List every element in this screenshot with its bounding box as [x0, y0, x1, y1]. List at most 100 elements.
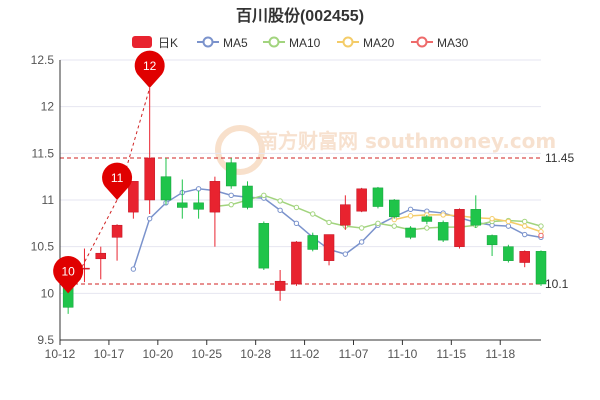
candle-down: [389, 199, 400, 218]
legend-item-日k[interactable]: 日K: [132, 36, 178, 50]
candle-down: [470, 209, 482, 226]
ma-point-ma10: [391, 223, 397, 229]
x-tick-label: 10-20: [142, 347, 173, 361]
candle-down: [258, 223, 270, 269]
x-tick-label: 11-18: [485, 347, 515, 361]
ma-point-ma20: [489, 215, 495, 222]
watermark-logo: [215, 125, 265, 175]
candle-down: [503, 246, 514, 261]
y-tick-label: 10: [41, 286, 55, 300]
ma-point-ma5: [130, 266, 137, 272]
ma-point-ma5: [228, 192, 234, 199]
candle-down: [437, 222, 449, 241]
ma-point-ma20: [440, 212, 446, 218]
ma-line-ma20: [394, 214, 542, 233]
candle-up: [356, 188, 367, 212]
candle-down: [193, 202, 204, 210]
candle-down: [177, 202, 188, 208]
ma-point-ma10: [261, 192, 267, 199]
x-tick-label: 11-07: [339, 347, 369, 361]
ma-point-ma5: [505, 223, 512, 229]
ma-point-ma10: [228, 201, 234, 208]
legend[interactable]: 日K MA5 MA10 MA20 MA30: [132, 36, 469, 50]
ma-point-ma10: [424, 225, 430, 231]
candle-down: [535, 251, 547, 285]
reference-line-label: 11.45: [545, 151, 574, 165]
legend-label: MA20: [363, 36, 395, 50]
legend-label: MA5: [223, 36, 248, 50]
ma-point-ma5: [146, 215, 153, 222]
ma-point-ma10: [277, 198, 283, 204]
candle-down: [160, 176, 172, 201]
candle-down: [242, 185, 253, 208]
x-tick-label: 11-10: [388, 347, 418, 361]
candle-up: [274, 280, 286, 291]
x-tick-label: 10-25: [191, 347, 222, 361]
markpoint-label: 10: [61, 264, 75, 278]
ma-line-ma5: [132, 188, 542, 270]
x-tick-label: 11-02: [290, 347, 320, 361]
ma-point-ma20: [407, 213, 414, 219]
candle-up: [340, 204, 351, 226]
candle-down: [421, 216, 433, 222]
ma-point-ma5: [358, 239, 365, 245]
candle-up: [291, 241, 302, 285]
moving-average-lines: [130, 186, 544, 272]
y-tick-label: 10.5: [31, 240, 55, 254]
candle-up: [454, 209, 465, 247]
markpoint-pin: [102, 162, 133, 200]
chart-title: 百川股份(002455): [236, 6, 364, 25]
y-tick-label: 12.5: [31, 53, 55, 67]
ma-point-ma10: [375, 220, 381, 227]
candle-down: [225, 162, 237, 187]
ma-point-ma10: [521, 218, 528, 225]
candles: [62, 88, 547, 314]
ma-point-ma5: [195, 186, 202, 192]
candle-up: [144, 157, 155, 201]
y-tick-label: 12: [41, 100, 55, 114]
legend-swatch: [132, 36, 152, 48]
ma-point-ma10: [358, 225, 365, 231]
legend-swatch-marker: [268, 36, 280, 48]
candle-up: [519, 251, 530, 263]
ma-point-ma5: [277, 207, 283, 213]
markpoint-pin: [53, 255, 84, 294]
legend-item-ma30[interactable]: MA30: [411, 36, 469, 50]
axes: 9.5 10 10.5 11 11.5 12 12.5 10-12 10-17 10-20 10-2…: [31, 53, 541, 361]
ma-point-ma5: [407, 206, 414, 213]
candle-down: [307, 235, 318, 250]
candle-up: [128, 181, 139, 213]
candle-up: [323, 234, 335, 261]
x-tick-label: 10-17: [94, 347, 125, 361]
markpoint-label: 12: [143, 59, 157, 73]
legend-item-ma5[interactable]: MA5: [197, 36, 248, 50]
markpoints: 12 11 10: [53, 50, 165, 294]
legend-item-ma20[interactable]: MA20: [337, 36, 395, 50]
reference-line-label: 10.1: [545, 277, 569, 291]
ma-point-ma20: [505, 218, 512, 225]
legend-label: 日K: [158, 36, 178, 50]
ma-point-ma10: [310, 211, 316, 217]
ma-point-ma10: [326, 219, 332, 226]
legend-item-ma10[interactable]: MA10: [263, 36, 321, 50]
legend-label: MA10: [289, 36, 321, 50]
x-tick-label: 11-15: [436, 347, 466, 361]
y-tick-label: 9.5: [37, 333, 54, 347]
ma-point-ma20: [521, 223, 528, 229]
candle-up: [111, 224, 123, 238]
candle-down: [486, 235, 498, 246]
candle-down: [372, 187, 384, 207]
x-tick-label: 10-12: [45, 347, 76, 361]
ma-point-ma30: [538, 232, 544, 239]
y-tick-label: 11: [42, 193, 55, 207]
markpoint-label: 11: [111, 171, 124, 185]
markpoint-pin: [134, 50, 165, 88]
y-tick-label: 11.5: [32, 146, 55, 160]
legend-swatch-marker: [342, 36, 354, 48]
legend-label: MA30: [437, 36, 469, 50]
ma-point-ma5: [293, 220, 300, 227]
ma-point-ma5: [521, 231, 528, 238]
ma-point-ma10: [293, 204, 300, 211]
